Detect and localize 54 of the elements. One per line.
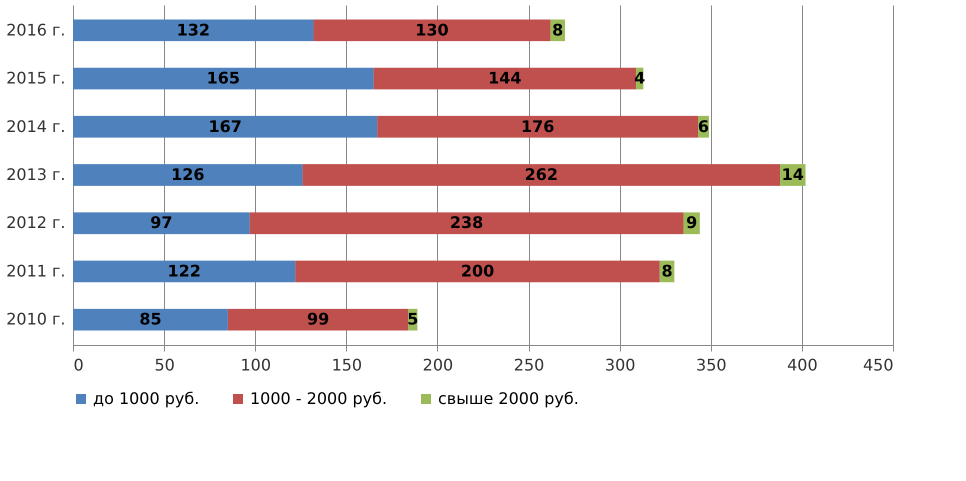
x-tick-label: 50 (154, 356, 175, 374)
bar (73, 19, 314, 42)
x-tick-label: 150 (332, 356, 362, 374)
x-tick-label: 300 (604, 356, 636, 374)
data-label: 97 (150, 213, 173, 232)
bar (228, 308, 408, 331)
bar (73, 68, 374, 90)
legend-label: свыше 2000 руб. (438, 389, 579, 408)
y-tick-label: 2010 г. (6, 310, 66, 329)
bar (73, 164, 303, 186)
x-tick-label: 200 (422, 356, 454, 374)
bar (302, 164, 780, 186)
data-label: 167 (208, 116, 242, 136)
x-tick-label: 400 (787, 356, 818, 374)
x-tick-label: 250 (514, 356, 544, 374)
y-tick-label: 2012 г. (6, 213, 66, 232)
data-label: 8 (552, 20, 564, 40)
bar (73, 116, 378, 138)
data-label: 99 (306, 310, 330, 329)
data-label: 14 (782, 165, 804, 184)
data-label: 126 (171, 165, 205, 184)
y-tick-label: 2011 г. (6, 261, 66, 280)
data-label: 132 (176, 20, 210, 40)
data-label: 9 (686, 213, 698, 232)
bar (295, 260, 660, 282)
data-label: 200 (460, 261, 494, 280)
data-label: 85 (139, 310, 162, 329)
x-tick-label: 100 (240, 356, 271, 374)
y-tick-label: 2014 г. (6, 116, 66, 136)
data-label: 122 (167, 261, 201, 280)
bar (73, 260, 296, 282)
data-label: 130 (415, 20, 449, 40)
data-label: 165 (206, 68, 240, 88)
data-label: 8 (661, 261, 673, 280)
x-tick-label: 0 (74, 356, 84, 374)
x-tick-label: 350 (696, 356, 727, 374)
data-label: 238 (450, 213, 484, 232)
y-tick-label: 2013 г. (6, 165, 66, 184)
bar (374, 68, 636, 90)
data-label: 5 (407, 310, 418, 329)
data-label: 6 (698, 116, 710, 136)
bar (314, 19, 550, 42)
bar (377, 116, 698, 138)
legend-label: до 1000 руб. (93, 389, 200, 408)
data-label: 176 (520, 116, 554, 136)
legend-label: 1000 - 2000 руб. (250, 389, 388, 408)
bar (250, 212, 684, 234)
y-tick-label: 2016 г. (6, 20, 66, 40)
bar (73, 308, 228, 331)
y-tick-label: 2015 г. (6, 68, 66, 88)
data-label: 144 (488, 68, 522, 88)
bar (73, 212, 250, 234)
x-tick-label: 450 (862, 356, 894, 374)
data-label: 262 (524, 165, 558, 184)
